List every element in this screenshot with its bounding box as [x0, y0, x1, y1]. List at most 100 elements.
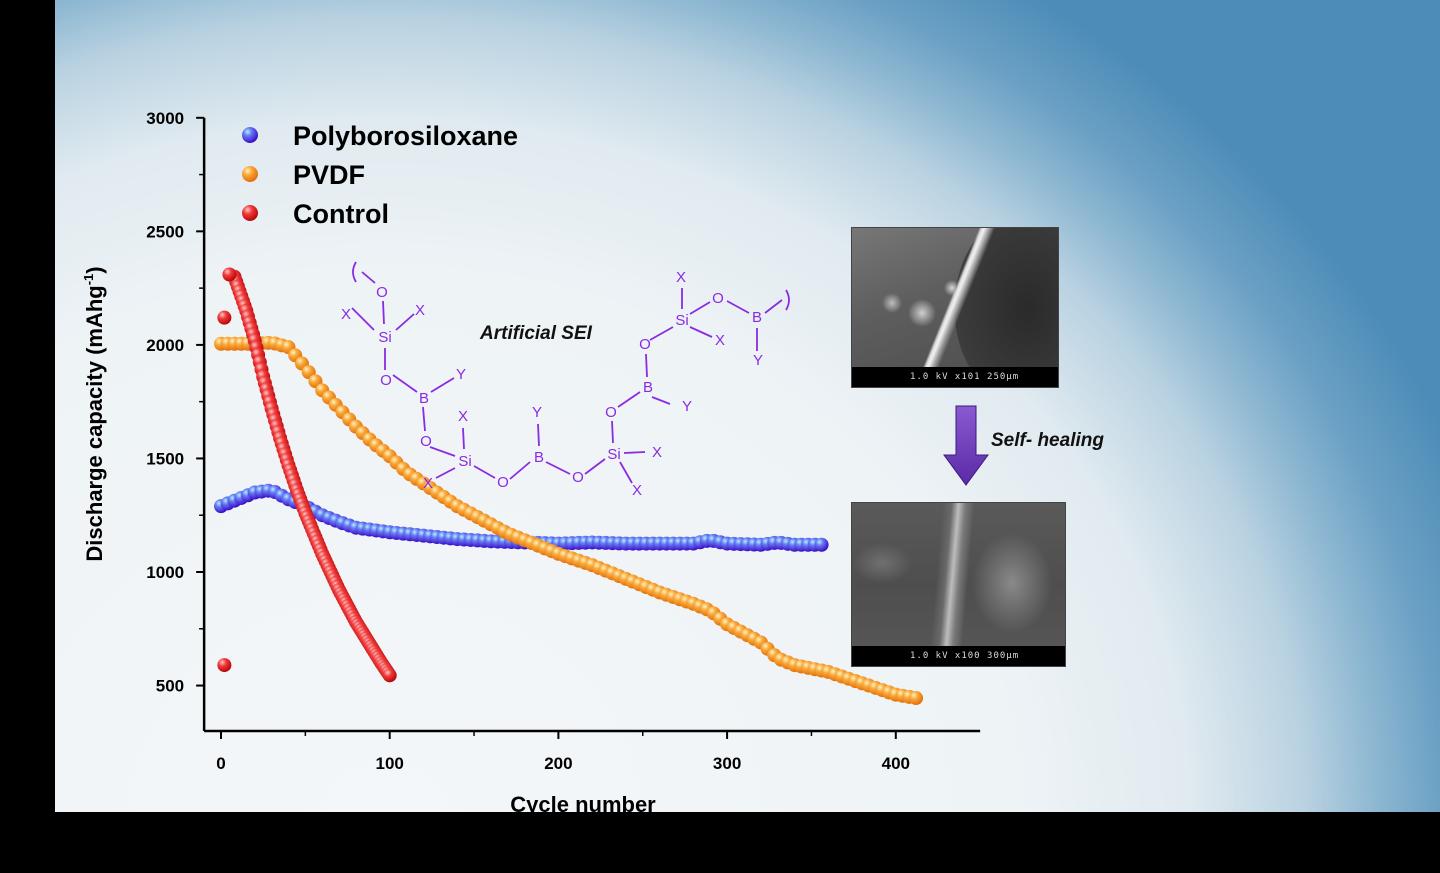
bond	[392, 374, 418, 393]
atom-label: O	[639, 336, 651, 353]
bond	[651, 396, 671, 405]
bracket-right	[785, 289, 790, 311]
atom-label: Si	[378, 329, 391, 346]
bond	[584, 458, 606, 475]
sem-image-after: 1.0 kV x100 300µm	[851, 502, 1066, 667]
series-control	[217, 267, 397, 683]
bond	[619, 461, 633, 484]
atom-label: O	[380, 372, 392, 389]
self-healing-arrow-icon	[943, 405, 989, 486]
atom-label: B	[534, 449, 544, 466]
atom-label: O	[420, 433, 432, 450]
bond	[473, 465, 496, 479]
atom-label: Y	[682, 398, 692, 415]
bond	[395, 313, 415, 331]
axes	[196, 116, 981, 739]
data-point	[217, 658, 232, 673]
bond	[361, 271, 376, 284]
bond	[617, 391, 641, 408]
bond	[545, 461, 571, 475]
self-healing-label: Self- healing	[991, 430, 1104, 451]
tick-labels: 0 100 200 300 400 500 1000 1500 2000 2500 3000	[146, 109, 910, 773]
atom-label: Si	[458, 453, 471, 470]
y-tick-label: 1500	[146, 449, 184, 468]
x-tick-label: 0	[216, 754, 225, 773]
bond	[611, 420, 614, 444]
x-tick-label: 400	[882, 754, 910, 773]
atom-label: O	[376, 284, 388, 301]
data-point	[382, 668, 397, 683]
data-point	[909, 691, 924, 706]
atom-label: O	[572, 469, 584, 486]
atom-label: B	[419, 390, 429, 407]
y-axis-title-main: Discharge capacity (mAhg	[82, 285, 107, 561]
atom-label: Y	[753, 352, 763, 369]
atom-label: O	[497, 474, 509, 491]
y-tick-label: 1000	[146, 563, 184, 582]
bond	[649, 326, 674, 341]
legend-marker	[242, 127, 258, 143]
bond	[351, 307, 375, 331]
bond	[537, 423, 540, 447]
atom-label: Y	[532, 404, 542, 421]
bond	[462, 427, 465, 450]
data-point	[814, 537, 829, 552]
legend-label: PVDF	[293, 160, 365, 190]
bond	[623, 451, 646, 454]
series-pvdf	[214, 335, 924, 706]
bond	[382, 300, 385, 325]
bond	[689, 326, 713, 338]
atom-label: X	[676, 269, 686, 286]
bracket-left	[352, 261, 357, 283]
legend-label: Control	[293, 199, 389, 229]
bond	[430, 377, 455, 393]
legend-marker	[242, 166, 258, 182]
atom-label: X	[652, 444, 662, 461]
legend-marker	[242, 205, 258, 221]
y-axis-title-superscript: -1	[81, 274, 96, 286]
bond	[645, 353, 648, 378]
bond	[764, 299, 783, 314]
bond	[429, 446, 456, 457]
y-tick-label: 2500	[146, 222, 184, 241]
x-tick-label: 100	[376, 754, 404, 773]
atom-label: B	[752, 309, 762, 326]
atom-label: Si	[675, 312, 688, 329]
atom-label: B	[643, 379, 653, 396]
bond	[726, 300, 750, 314]
y-tick-label: 2000	[146, 336, 184, 355]
data-point	[217, 310, 232, 325]
atom-label: X	[341, 306, 351, 323]
bond	[509, 461, 531, 480]
atom-label: X	[415, 302, 425, 319]
atom-label: Y	[456, 366, 466, 383]
atom-label: X	[423, 475, 433, 492]
atom-label: X	[458, 408, 468, 425]
x-tick-label: 300	[713, 754, 741, 773]
chemical-structure: O X X Si O Y B O X Si X O Y B O Si X X O B Y O Si X X O B Y	[341, 261, 790, 499]
bond	[435, 467, 456, 479]
background-panel	[55, 0, 1440, 812]
bond	[689, 301, 711, 315]
data-point	[222, 267, 237, 282]
legend-label: Polyborosiloxane	[293, 121, 518, 151]
legend: Polyborosiloxane PVDF Control	[242, 121, 518, 229]
down-arrow	[943, 405, 989, 486]
y-tick-label: 500	[156, 677, 184, 696]
sem-caption-before: 1.0 kV x101 250µm	[852, 367, 1058, 387]
sem-image-before: 1.0 kV x101 250µm	[851, 227, 1059, 388]
atom-label: Si	[607, 446, 620, 463]
atom-label: X	[715, 332, 725, 349]
atom-label: X	[632, 482, 642, 499]
atom-label: O	[605, 404, 617, 421]
y-axis-title-close: )	[82, 266, 107, 273]
data-points	[214, 267, 924, 706]
x-tick-label: 200	[544, 754, 572, 773]
sem-caption-after: 1.0 kV x100 300µm	[852, 646, 1065, 666]
bond	[422, 406, 426, 432]
x-axis-title: Cycle number	[510, 792, 656, 817]
y-tick-label: 3000	[146, 109, 184, 128]
atom-label: O	[712, 290, 724, 307]
